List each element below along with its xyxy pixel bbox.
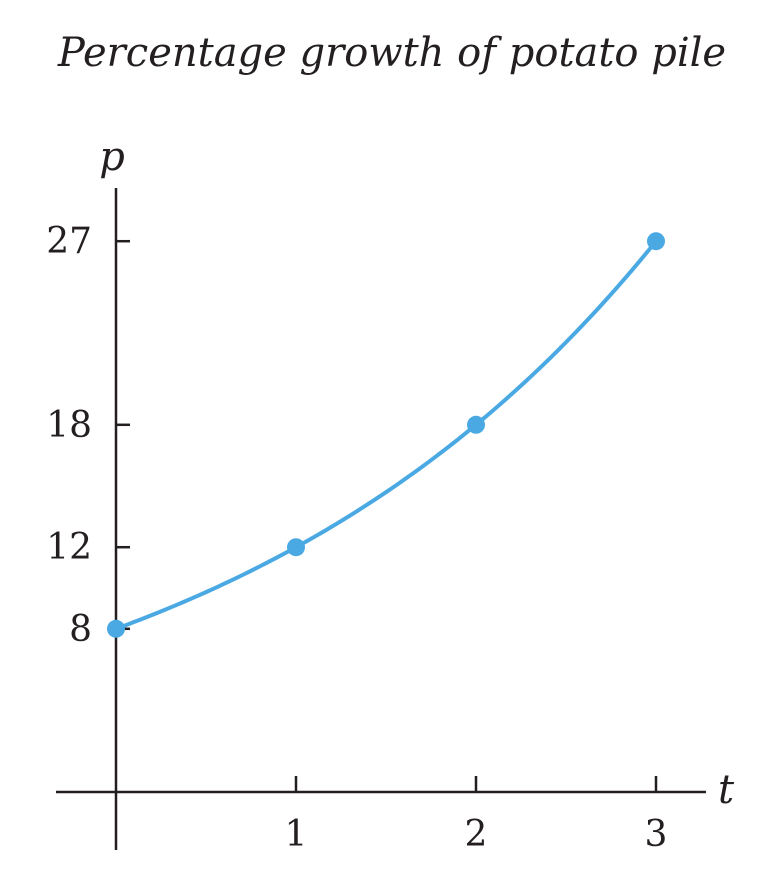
data-point (287, 538, 305, 557)
x-tick-label: 3 (645, 814, 668, 855)
data-point (107, 619, 125, 638)
y-tick-label: 8 (69, 609, 92, 650)
data-point (467, 415, 485, 434)
x-tick-label: 1 (285, 814, 308, 855)
series-curve (115, 239, 658, 631)
chart-title: Percentage growth of potato pile (57, 30, 726, 76)
y-tick-label: 12 (46, 527, 92, 568)
data-points (107, 232, 665, 638)
data-point (647, 232, 665, 251)
x-tick-label: 2 (465, 814, 488, 855)
y-tick-label: 27 (46, 221, 92, 262)
y-tick-label: 18 (46, 405, 92, 446)
y-axis-label: p (99, 134, 125, 180)
x-axis-label: t (718, 767, 735, 813)
